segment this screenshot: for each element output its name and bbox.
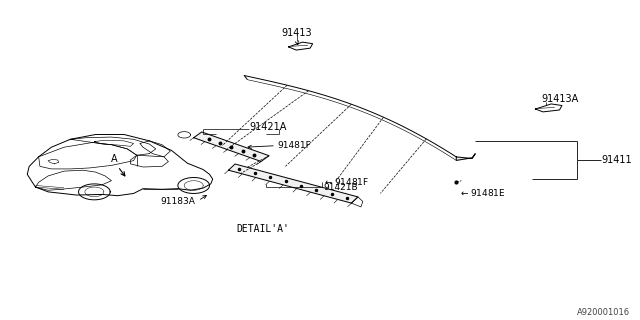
Text: 91481F: 91481F: [278, 141, 312, 150]
Text: DETAIL'A': DETAIL'A': [237, 224, 290, 235]
Text: A: A: [111, 154, 118, 164]
Text: $\leftarrow$91481F: $\leftarrow$91481F: [323, 176, 370, 187]
Text: 91421A: 91421A: [250, 122, 287, 132]
Polygon shape: [194, 132, 269, 162]
Text: 91421B: 91421B: [323, 183, 358, 192]
Text: 91183A: 91183A: [161, 197, 196, 206]
Polygon shape: [228, 164, 358, 203]
Text: 91413A: 91413A: [541, 94, 579, 104]
Text: 91411: 91411: [602, 155, 632, 165]
Text: 91413: 91413: [282, 28, 312, 37]
Text: $\leftarrow$91481E: $\leftarrow$91481E: [460, 187, 506, 198]
Text: A920001016: A920001016: [577, 308, 630, 317]
Polygon shape: [456, 154, 476, 160]
